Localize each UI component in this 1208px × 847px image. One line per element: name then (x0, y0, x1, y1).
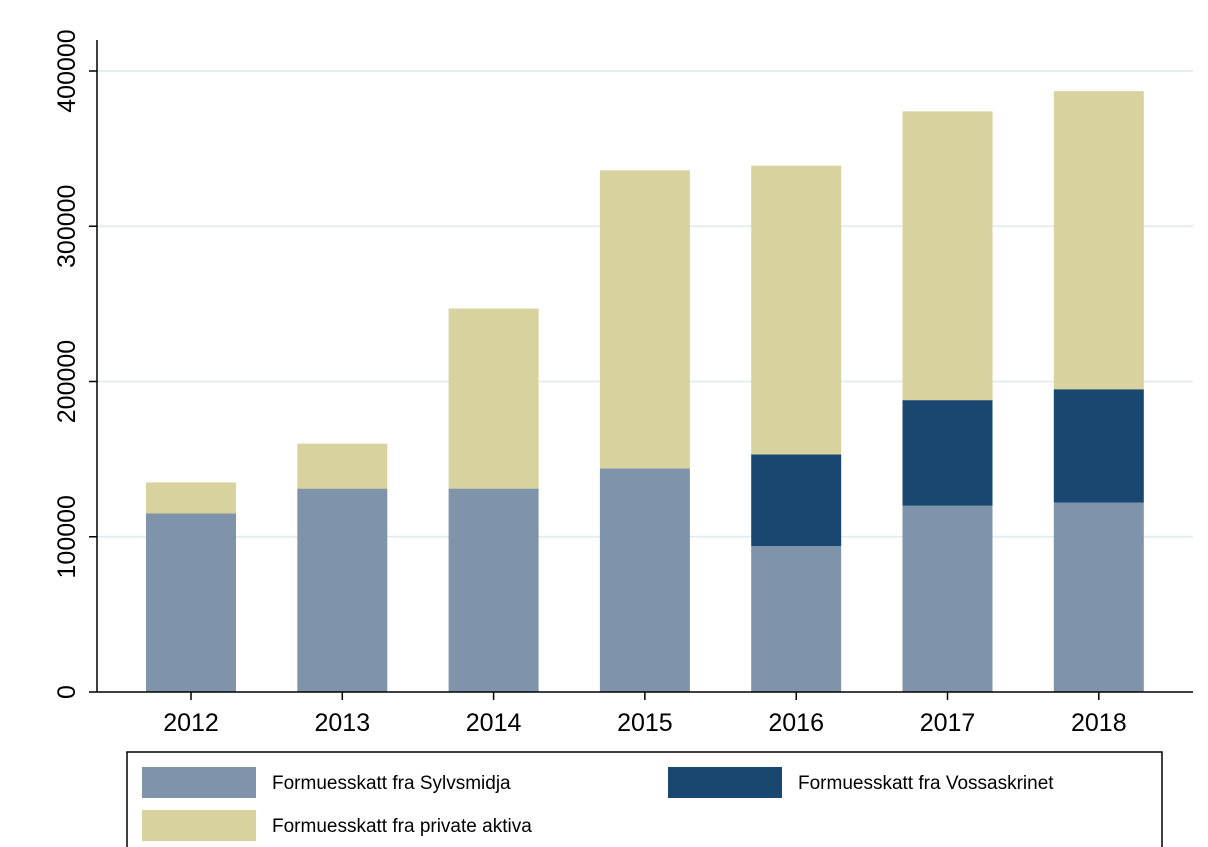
bar-segment (902, 111, 993, 401)
bar-segment (599, 468, 690, 692)
y-tick-label: 100000 (53, 495, 81, 578)
y-tick-label: 400000 (53, 29, 81, 112)
legend-swatch (142, 810, 256, 841)
legend-box (126, 751, 1163, 847)
bar-segment (1053, 389, 1144, 503)
legend-label: Formuesskatt fra Vossaskrinet (798, 773, 1054, 794)
bar-segment (1053, 91, 1144, 390)
legend-label: Formuesskatt fra Sylvsmidja (272, 773, 511, 794)
x-tick-label: 2017 (920, 709, 976, 737)
bar-segment (297, 488, 388, 692)
bar-segment (751, 546, 842, 692)
x-tick-label: 2013 (314, 709, 370, 737)
legend-label: Formuesskatt fra private aktiva (272, 816, 532, 837)
legend-swatch (668, 767, 782, 798)
bar-segment (1053, 502, 1144, 692)
bar-segment (751, 165, 842, 455)
y-tick-label: 0 (53, 685, 81, 699)
bar-segment (146, 482, 236, 514)
bar-segment (448, 308, 539, 489)
legend-swatch (142, 767, 256, 798)
bar-segment (751, 454, 842, 547)
bar-segment (599, 170, 690, 469)
x-tick-label: 2014 (466, 709, 522, 737)
y-tick-label: 200000 (53, 340, 81, 423)
bar-segment (146, 513, 236, 692)
bar-segment (297, 443, 388, 489)
bar-segment (902, 505, 993, 692)
bar-segment (448, 488, 539, 692)
x-tick-label: 2012 (163, 709, 219, 737)
y-tick-label: 300000 (53, 185, 81, 268)
x-tick-label: 2015 (617, 709, 673, 737)
bar-segment (902, 400, 993, 506)
x-tick-label: 2018 (1071, 709, 1127, 737)
x-tick-label: 2016 (768, 709, 824, 737)
